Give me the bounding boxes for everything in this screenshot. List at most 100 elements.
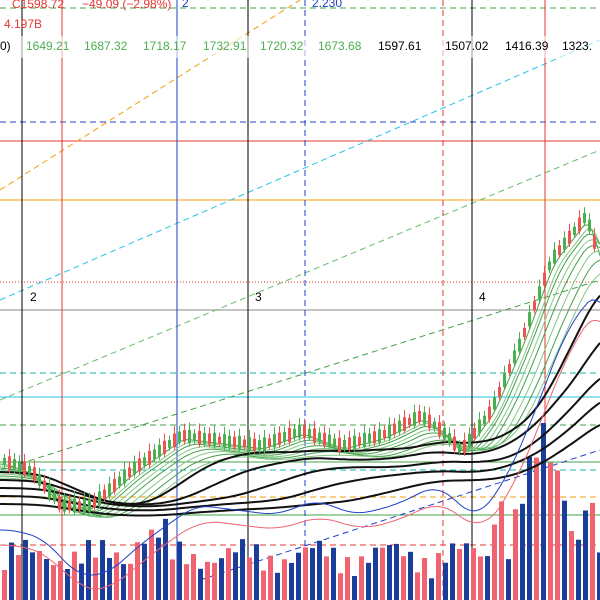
candle-body	[118, 476, 121, 486]
volume-bar	[177, 541, 182, 600]
volume-bar	[534, 457, 539, 600]
change-value: −49.09 (−2.98%)	[82, 0, 171, 11]
candle-body	[393, 423, 396, 435]
candles	[3, 207, 596, 516]
volume-bar	[170, 559, 175, 600]
candle-body	[303, 425, 306, 438]
candle-body	[173, 433, 176, 448]
volume-bar	[569, 531, 574, 600]
candle-body	[593, 235, 596, 249]
candle-body	[343, 439, 346, 450]
volume-bar	[457, 548, 462, 600]
candle-body	[583, 212, 586, 224]
candle-body	[523, 327, 526, 338]
candle-body	[193, 433, 196, 441]
candle-body	[538, 286, 541, 299]
candle-body	[73, 498, 76, 513]
volume-bar	[23, 539, 28, 600]
candle-body	[408, 417, 411, 426]
candle-body	[403, 417, 406, 431]
ma-line	[0, 294, 600, 505]
volume-bar	[247, 557, 252, 600]
candle-body	[63, 499, 66, 512]
candle-body	[443, 427, 446, 440]
ma-line	[0, 233, 600, 514]
candle-body	[243, 439, 246, 448]
volume-bar	[289, 562, 294, 600]
volume-bar	[100, 540, 105, 600]
candle-body	[548, 261, 551, 271]
candle-body	[248, 437, 251, 451]
candle-body	[448, 433, 451, 444]
candle-body	[163, 440, 166, 455]
candle-body	[533, 301, 536, 311]
ma-value: 1649.21	[26, 39, 70, 53]
volume-bar	[597, 552, 600, 600]
ma-value: 1718.17	[143, 39, 187, 53]
volume-bar	[240, 539, 245, 600]
volume-bar	[345, 557, 350, 600]
volume-bar	[156, 537, 161, 600]
candle-body	[498, 386, 501, 397]
volume-bar	[128, 563, 133, 600]
candle-body	[428, 414, 431, 429]
candle-body	[98, 491, 101, 506]
volume-bar	[429, 578, 434, 600]
volume-bar	[450, 543, 455, 600]
candle-body	[458, 444, 461, 453]
candle-body	[103, 489, 106, 499]
candle-body	[398, 420, 401, 433]
volume-bar	[79, 563, 84, 600]
volume-bar	[282, 559, 287, 600]
candle-body	[138, 458, 141, 472]
volume-bar	[93, 557, 98, 600]
wave-label: 2	[30, 290, 37, 304]
candle-body	[568, 230, 571, 244]
candle-body	[528, 312, 531, 327]
volume-bar	[30, 552, 35, 600]
candle-body	[433, 421, 436, 429]
candle-body	[308, 428, 311, 439]
candle-body	[348, 437, 351, 450]
candle-body	[468, 433, 471, 446]
candle-body	[323, 432, 326, 446]
candle-body	[423, 412, 426, 424]
volume-bar	[366, 562, 371, 600]
candle-body	[388, 424, 391, 439]
volume-bar	[401, 556, 406, 600]
candle-body	[13, 459, 16, 471]
volume-bar	[352, 576, 357, 600]
candle-body	[373, 431, 376, 444]
candle-body	[203, 432, 206, 444]
volume-bar	[121, 564, 126, 600]
volume-bar	[72, 551, 77, 600]
ma-value: 1687.32	[84, 39, 128, 53]
volume-bar	[527, 456, 532, 600]
candle-body	[183, 430, 186, 442]
candle-body	[83, 499, 86, 512]
candle-body	[453, 436, 456, 451]
volume-bar	[107, 557, 112, 600]
candle-body	[553, 249, 556, 264]
ma-values: 1649.21 1687.32 1718.17 1732.91 1720.32 1673.…	[26, 39, 592, 53]
volume-bar	[142, 543, 147, 600]
volume-value: 4.197B	[4, 17, 42, 31]
ma-line	[0, 299, 600, 576]
candle-body	[273, 434, 276, 448]
candle-body	[478, 419, 481, 434]
volume-bar	[135, 542, 140, 600]
candle-body	[3, 458, 6, 465]
candle-body	[133, 462, 136, 475]
level-label: 2.230	[312, 0, 342, 10]
volume-bar	[226, 548, 231, 600]
volume-bars	[2, 423, 600, 600]
volume-bar	[303, 547, 308, 600]
candle-body	[208, 433, 211, 445]
candle-body	[413, 412, 416, 426]
volume-bar	[478, 556, 483, 600]
candle-body	[48, 484, 51, 499]
candle-body	[223, 434, 226, 448]
candle-body	[353, 435, 356, 449]
candle-body	[518, 338, 521, 352]
candle-body	[168, 439, 171, 448]
